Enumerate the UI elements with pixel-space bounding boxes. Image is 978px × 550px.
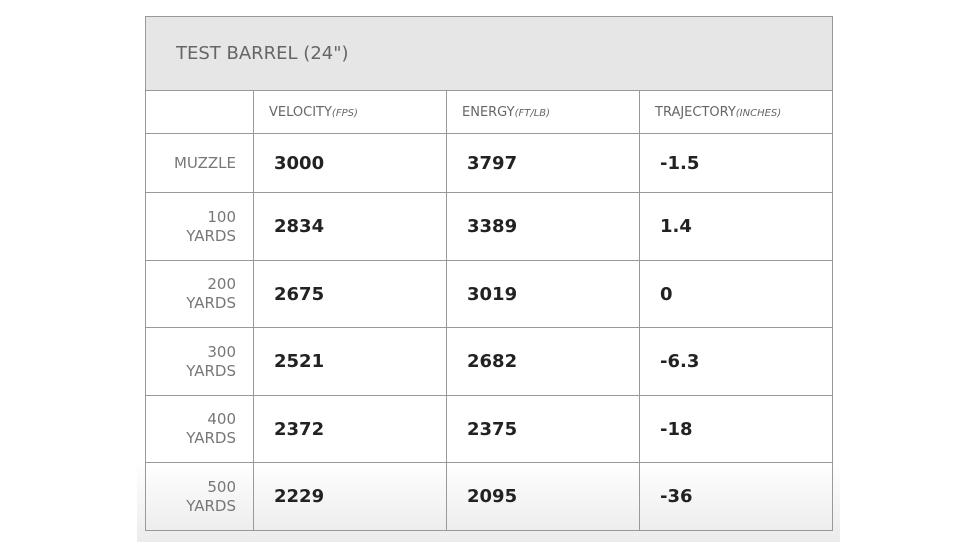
value-cell: 3000: [254, 134, 447, 193]
column-header-text: VELOCITY(FPS): [269, 105, 358, 120]
value-cell: 2229: [254, 463, 447, 531]
value-cell: -36: [640, 463, 833, 531]
column-unit: (INCHES): [735, 107, 782, 119]
value-cell: 2682: [447, 328, 640, 396]
value-cell: 2834: [254, 193, 447, 261]
column-unit: (FT/LB): [514, 107, 551, 119]
corner-cell: [146, 91, 254, 134]
ballistics-table: TEST BARREL (24") VELOCITY(FPS) ENERGY(FT…: [145, 16, 833, 531]
row-label: 200 YARDS: [146, 261, 254, 328]
value-cell: -6.3: [640, 328, 833, 396]
row-label: MUZZLE: [146, 134, 254, 193]
column-header-text: TRAJECTORY(INCHES): [655, 105, 781, 120]
value-cell: -1.5: [640, 134, 833, 193]
row-label: 400 YARDS: [146, 396, 254, 463]
value-cell: 2675: [254, 261, 447, 328]
value-cell: 2521: [254, 328, 447, 396]
column-label: TRAJECTORY: [655, 104, 736, 120]
value-cell: 3389: [447, 193, 640, 261]
column-header: TRAJECTORY(INCHES): [640, 91, 833, 134]
value-cell: 1.4: [640, 193, 833, 261]
table-title: TEST BARREL (24"): [146, 17, 833, 91]
column-header-text: ENERGY(FT/LB): [462, 105, 550, 120]
value-cell: 3019: [447, 261, 640, 328]
row-label: 300 YARDS: [146, 328, 254, 396]
value-cell: 2375: [447, 396, 640, 463]
value-cell: 3797: [447, 134, 640, 193]
value-cell: 2095: [447, 463, 640, 531]
value-cell: 0: [640, 261, 833, 328]
column-header: ENERGY(FT/LB): [447, 91, 640, 134]
row-label: 100 YARDS: [146, 193, 254, 261]
column-header: VELOCITY(FPS): [254, 91, 447, 134]
column-label: ENERGY: [462, 104, 515, 120]
value-cell: 2372: [254, 396, 447, 463]
column-label: VELOCITY: [269, 104, 332, 120]
column-unit: (FPS): [331, 107, 358, 119]
row-label: 500 YARDS: [146, 463, 254, 531]
value-cell: -18: [640, 396, 833, 463]
